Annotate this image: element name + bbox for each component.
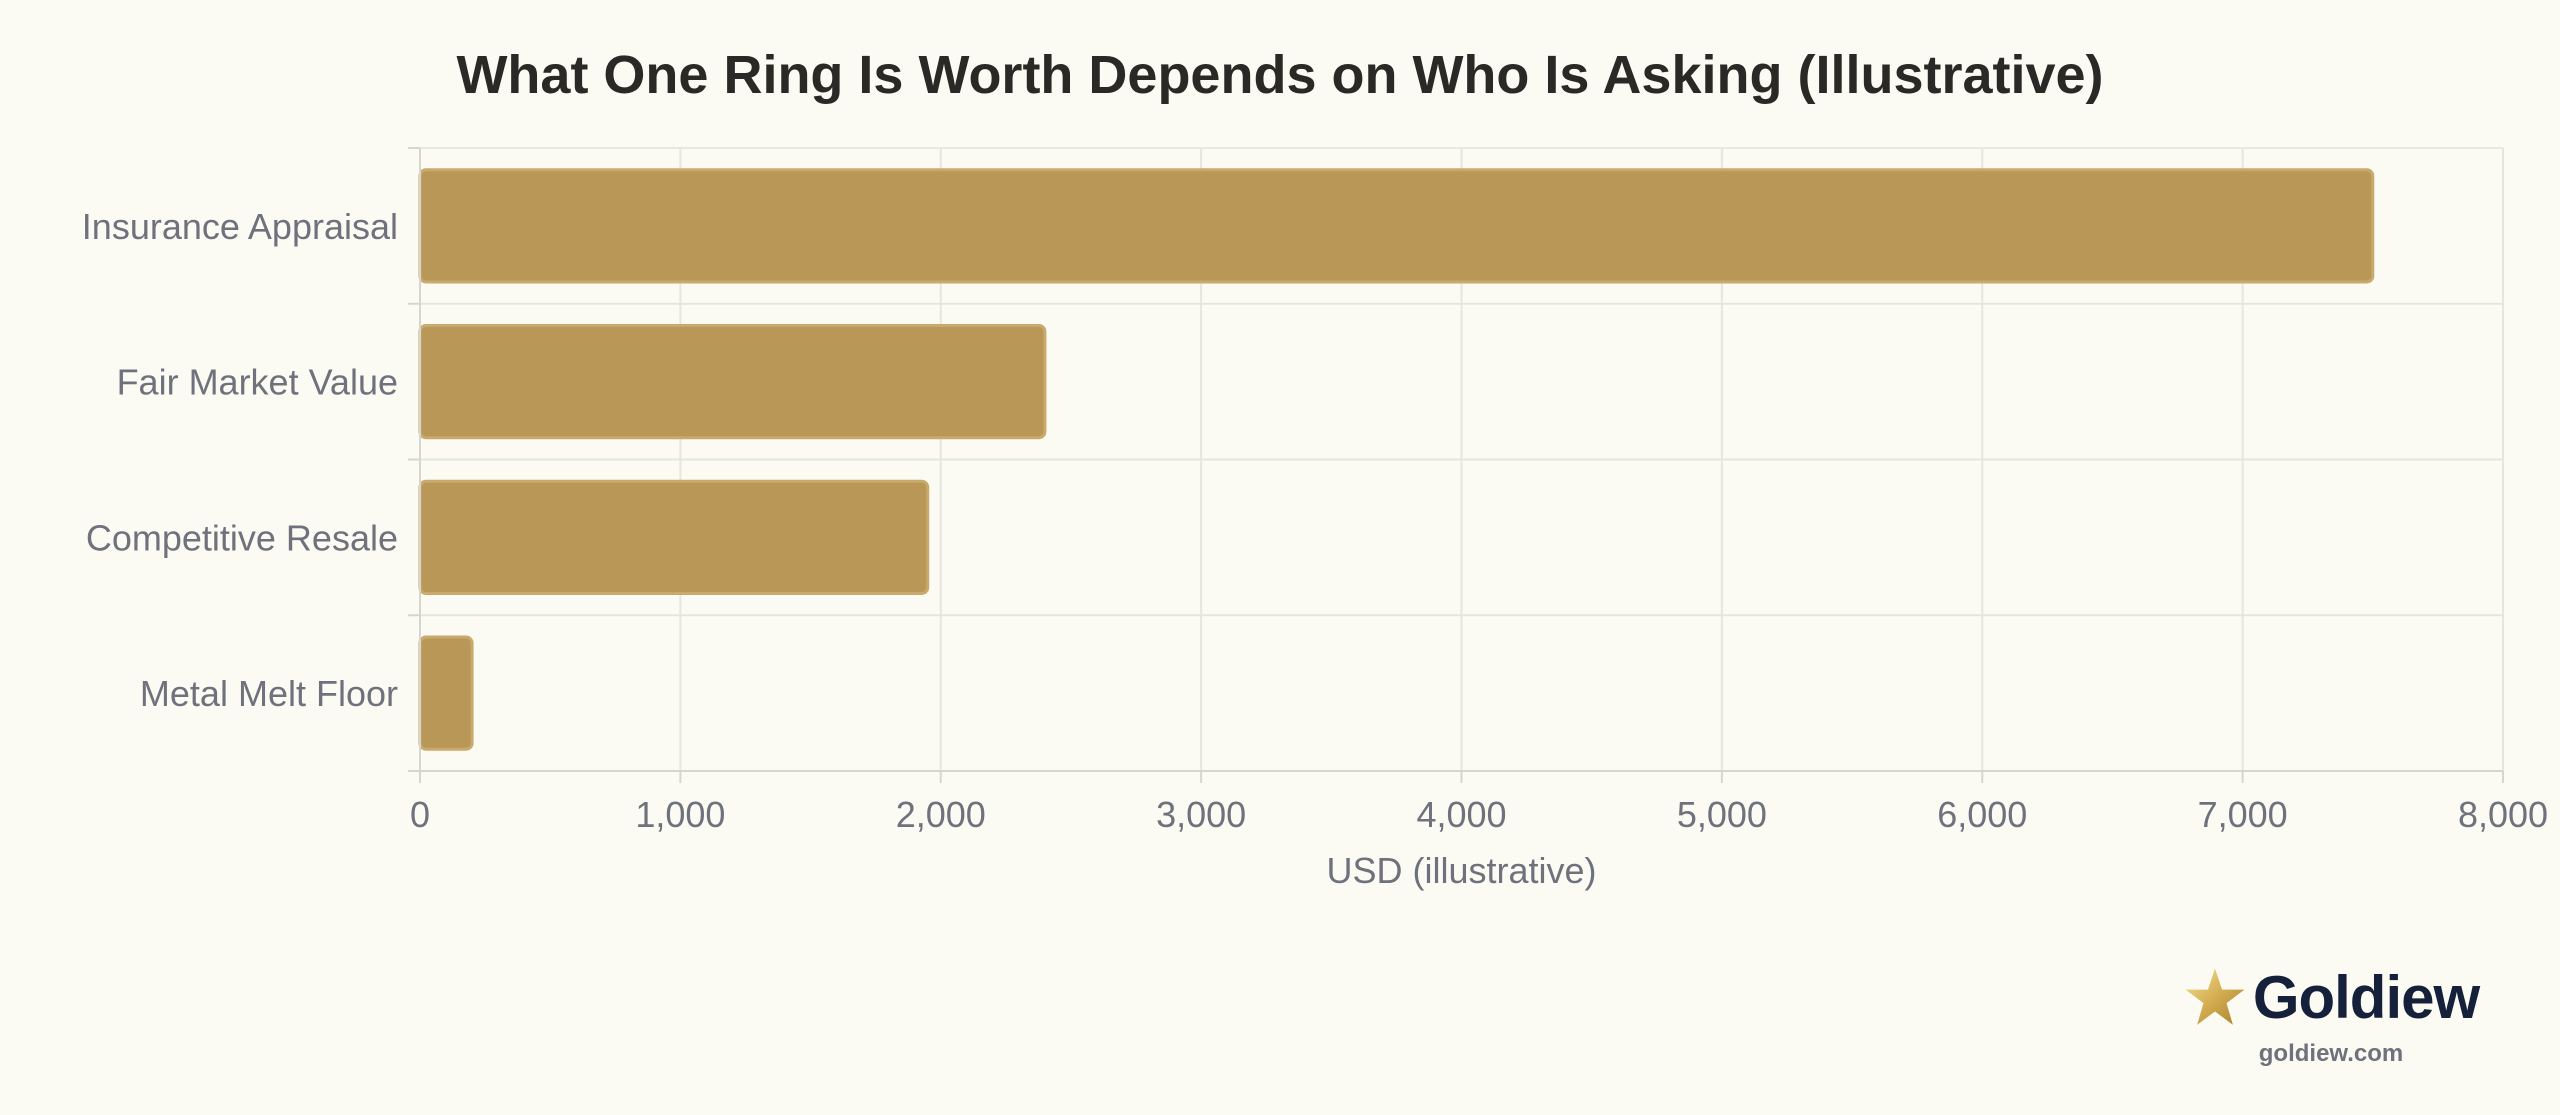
chart-title: What One Ring Is Worth Depends on Who Is… [456,45,2104,105]
brand-url[interactable]: goldiew.com [2258,1040,2404,1067]
star-icon [2185,968,2245,1025]
x-tick-label: 7,000 [2198,794,2288,835]
brand-name: Goldiew [2252,964,2480,1031]
bar-insurance-appraisal [418,168,2375,284]
brand-logo: Goldiew goldiew.com [2166,966,2496,1068]
x-axis-title: USD (illustrative) [1326,850,1596,891]
bar-metal-melt-floor [418,635,474,751]
category-label: Fair Market Value [117,362,398,403]
category-label: Competitive Resale [86,517,398,558]
labels: 0 1,000 2,000 3,000 4,000 5,000 6,000 7,000 8,00… [82,206,2548,891]
category-label: Insurance Appraisal [82,206,398,247]
x-tick-label: 6,000 [1937,794,2027,835]
x-tick-label: 4,000 [1416,794,1506,835]
x-tick-label: 2,000 [896,794,986,835]
x-tick-label: 5,000 [1677,794,1767,835]
category-label: Metal Melt Floor [140,673,398,714]
axes [408,147,2504,783]
x-tick-label: 0 [410,794,430,835]
bar-competitive-resale [418,479,930,595]
bar-fair-market-value [418,324,1047,440]
x-tick-label: 8,000 [2458,794,2548,835]
x-tick-label: 1,000 [635,794,725,835]
x-tick-label: 3,000 [1156,794,1246,835]
